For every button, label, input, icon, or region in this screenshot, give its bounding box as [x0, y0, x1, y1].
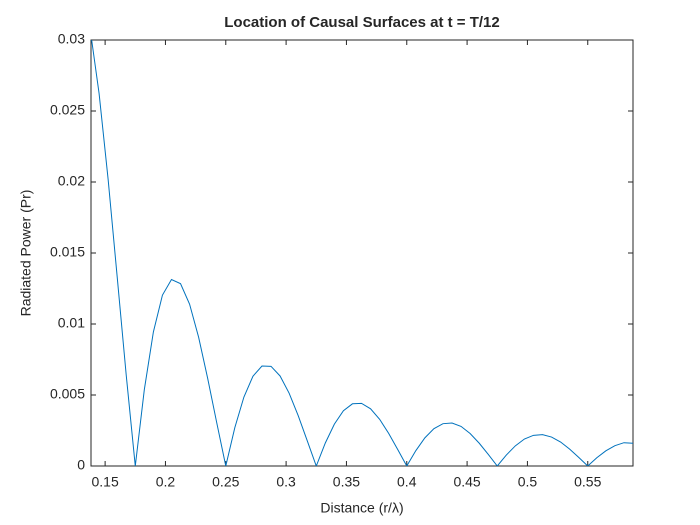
x-tick-label: 0.4: [397, 474, 417, 490]
y-tick-label: 0: [77, 457, 85, 473]
x-tick-label: 0.3: [276, 474, 296, 490]
plot-area: [90, 39, 634, 467]
x-tick-label: 0.35: [333, 474, 360, 490]
y-tick-label: 0.005: [50, 386, 85, 402]
y-tick-label: 0.02: [58, 173, 85, 189]
ticks: 0 0.005 0.01 0.015 0.02 0.025 0.03 0.15 0.2 0.25 0…: [50, 31, 633, 490]
series: [91, 40, 633, 466]
x-tick-label: 0.25: [212, 474, 239, 490]
x-axis-label: Distance (r/λ): [320, 500, 403, 516]
y-axis-label: Radiated Power (Pr): [18, 190, 34, 317]
x-tick-label: 0.45: [453, 474, 480, 490]
chart-title: Location of Causal Surfaces at t = T/12: [224, 14, 500, 31]
y-tick-label: 0.03: [58, 31, 85, 47]
y-tick-label: 0.025: [50, 102, 85, 118]
x-tick-label: 0.5: [518, 474, 538, 490]
x-tick-label: 0.2: [156, 474, 176, 490]
y-tick-label: 0.015: [50, 244, 85, 260]
data-line: [91, 40, 633, 466]
y-tick-label: 0.01: [58, 315, 85, 331]
x-tick-label: 0.15: [91, 474, 118, 490]
x-tick-label: 0.55: [574, 474, 601, 490]
